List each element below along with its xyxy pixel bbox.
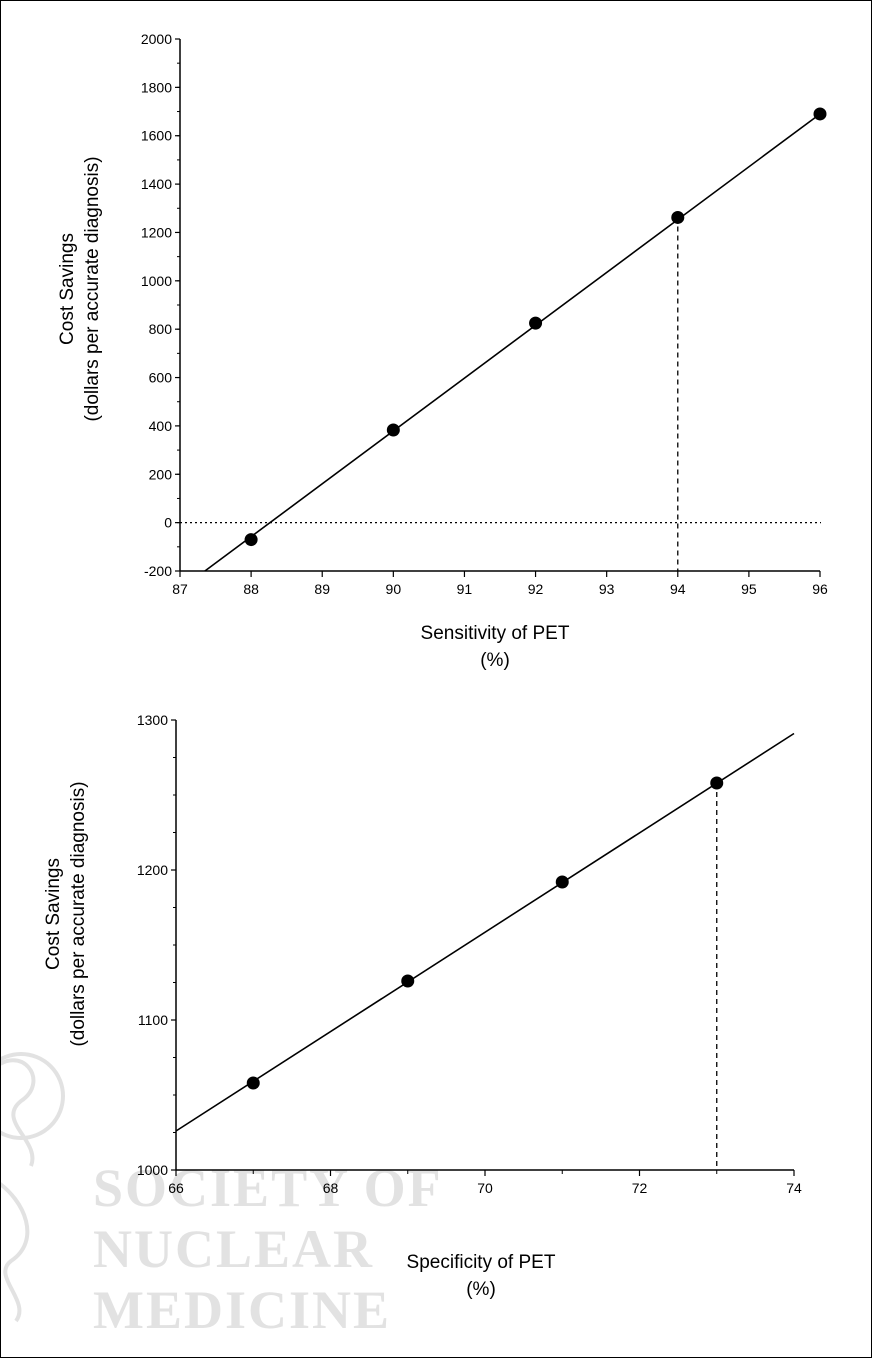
sensitivity-chart-xtick-label: 93 xyxy=(599,581,615,597)
sensitivity-chart: -200 0 200 400 600 800 1000 1200 1400 1600 1800 200… xyxy=(57,31,828,671)
specificity-chart-data-point xyxy=(555,875,569,889)
sensitivity-chart-data-point xyxy=(813,107,827,121)
sensitivity-chart-xtick-label: 88 xyxy=(243,581,259,597)
specificity-chart-xtick-label: 68 xyxy=(323,1180,339,1196)
specificity-chart-ticks: 1000 1100 1200 1300 66 68 70 72 74 xyxy=(137,712,802,1196)
sensitivity-chart-ytick-label: 1600 xyxy=(141,128,172,144)
sensitivity-chart-marks xyxy=(180,107,827,572)
sensitivity-chart-ylabel: Cost Savings xyxy=(57,233,78,345)
specificity-chart-data-point xyxy=(710,776,724,790)
watermark-line-2: NUCLEAR xyxy=(93,1219,374,1279)
sensitivity-chart-data-point xyxy=(671,210,685,224)
sensitivity-chart-ytick-label: 0 xyxy=(164,515,172,531)
sensitivity-chart-ytick-label: 1800 xyxy=(141,79,172,95)
sensitivity-chart-ytick-label: 1400 xyxy=(141,176,172,192)
sensitivity-chart-xtick-label: 92 xyxy=(528,581,544,597)
specificity-chart-ytick-label: 1300 xyxy=(137,712,168,728)
specificity-chart-data-point xyxy=(401,974,415,988)
sensitivity-chart-ytick-label: 800 xyxy=(149,321,173,337)
specificity-chart-xlabel-unit: (%) xyxy=(466,1279,496,1300)
sensitivity-chart-xtick-label: 89 xyxy=(314,581,330,597)
sensitivity-chart-ytick-label: 1200 xyxy=(141,224,172,240)
specificity-chart-ylabel: Cost Savings xyxy=(43,858,64,970)
sensitivity-chart-xtick-label: 90 xyxy=(386,581,402,597)
specificity-chart-xlabel: Specificity of PET xyxy=(407,1252,556,1273)
specificity-chart-ylabel-sub: (dollars per accurate diagnosis) xyxy=(68,781,89,1046)
specificity-chart-ytick-label: 1100 xyxy=(138,1012,168,1028)
sensitivity-chart-data-point xyxy=(386,423,400,437)
specificity-chart-ytick-label: 1000 xyxy=(137,1162,168,1178)
sensitivity-chart-xtick-label: 91 xyxy=(457,581,473,597)
sensitivity-chart-ytick-label: 400 xyxy=(149,418,173,434)
sensitivity-chart-xlabel: Sensitivity of PET xyxy=(421,623,570,644)
sensitivity-chart-xtick-label: 96 xyxy=(812,581,828,597)
sensitivity-chart-ytick-label: -200 xyxy=(144,563,172,579)
society-watermark: SOCIETY OF NUCLEAR MEDICINE xyxy=(0,1052,443,1340)
watermark-line-1: SOCIETY OF xyxy=(93,1158,443,1218)
specificity-chart-ytick-label: 1200 xyxy=(137,862,168,878)
sensitivity-chart-ylabel-sub: (dollars per accurate diagnosis) xyxy=(82,156,103,421)
watermark-line-3: MEDICINE xyxy=(93,1280,391,1340)
sensitivity-chart-xlabel-unit: (%) xyxy=(480,650,510,671)
sensitivity-chart-data-point xyxy=(244,533,258,547)
sensitivity-chart-ytick-label: 2000 xyxy=(141,31,172,47)
specificity-chart-xtick-label: 74 xyxy=(786,1180,802,1196)
sensitivity-chart-ytick-label: 1000 xyxy=(141,273,172,289)
sensitivity-chart-ticks: -200 0 200 400 600 800 1000 1200 1400 1600 1800 200… xyxy=(141,31,828,597)
specificity-chart-xtick-label: 66 xyxy=(168,1180,184,1196)
specificity-chart-fit-line xyxy=(175,732,795,1132)
sensitivity-chart-data-point xyxy=(529,316,543,330)
sensitivity-chart-xtick-label: 87 xyxy=(172,581,188,597)
specificity-chart-marks xyxy=(175,732,795,1170)
sensitivity-chart-ytick-label: 600 xyxy=(149,370,173,386)
sensitivity-chart-ytick-label: 200 xyxy=(149,466,173,482)
sensitivity-chart-fit-line xyxy=(204,113,821,572)
specificity-chart-data-point xyxy=(246,1076,260,1090)
specificity-chart-xtick-label: 72 xyxy=(632,1180,648,1196)
watermark-seal-icon xyxy=(0,1052,65,1323)
sensitivity-chart-xtick-label: 94 xyxy=(670,581,686,597)
specificity-chart-xtick-label: 70 xyxy=(477,1180,493,1196)
sensitivity-chart-xtick-label: 95 xyxy=(741,581,757,597)
